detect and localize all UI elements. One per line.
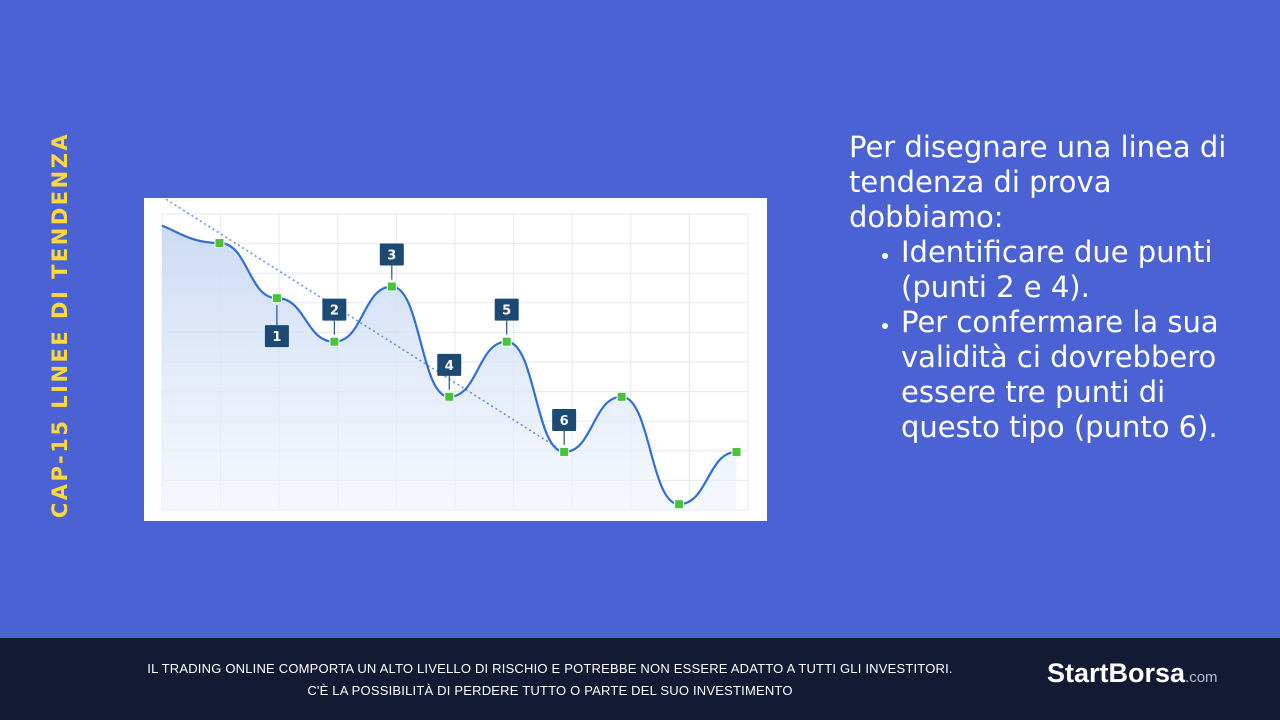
explanation-text: Per disegnare una linea di tendenza di p… [849,130,1249,445]
label-box [322,298,347,321]
point-label: 1 [272,330,281,345]
trendline-chart: 1 2 3 4 5 6 [144,198,767,521]
footer-bar: IL TRADING ONLINE COMPORTA UN ALTO LIVEL… [0,638,1280,720]
bullet-item: Identificare due punti (punti 2 e 4). [901,235,1249,305]
data-point [559,446,570,457]
data-point [386,281,397,292]
data-point [444,391,455,402]
data-point [616,391,627,402]
brand-logo[interactable]: StartBorsa.com [1047,658,1218,689]
chapter-title: CAP-15 LINEE DI TENDENZA [48,131,72,519]
label-box [264,325,289,348]
disclaimer-line-1: IL TRADING ONLINE COMPORTA UN ALTO LIVEL… [147,661,953,676]
label-box [494,298,519,321]
intro-text: Per disegnare una linea di tendenza di p… [849,130,1227,234]
point-label: 4 [445,359,454,374]
label-box [379,243,404,266]
brand-name: StartBorsa [1047,658,1186,688]
data-point [731,446,742,457]
price-area [162,225,737,510]
bullet-item: Per confermare la sua validità ci dovreb… [901,305,1249,445]
data-point [271,293,282,304]
point-label: 6 [560,414,569,429]
risk-disclaimer: IL TRADING ONLINE COMPORTA UN ALTO LIVEL… [100,658,1000,702]
point-label: 2 [330,304,339,319]
bullet-list: Identificare due punti (punti 2 e 4). Pe… [849,235,1249,445]
point-label: 3 [387,249,396,264]
data-point [214,238,225,249]
label-box [552,408,577,431]
point-label: 5 [502,304,511,319]
data-point [329,336,340,347]
trendline [162,198,565,453]
chart-svg: 1 2 3 4 5 6 [161,198,749,511]
disclaimer-line-2: C'È LA POSSIBILITÀ DI PERDERE TUTTO O PA… [307,683,793,698]
data-point [501,336,512,347]
brand-suffix: .com [1185,669,1218,686]
data-point [674,499,685,510]
label-box [437,353,462,376]
